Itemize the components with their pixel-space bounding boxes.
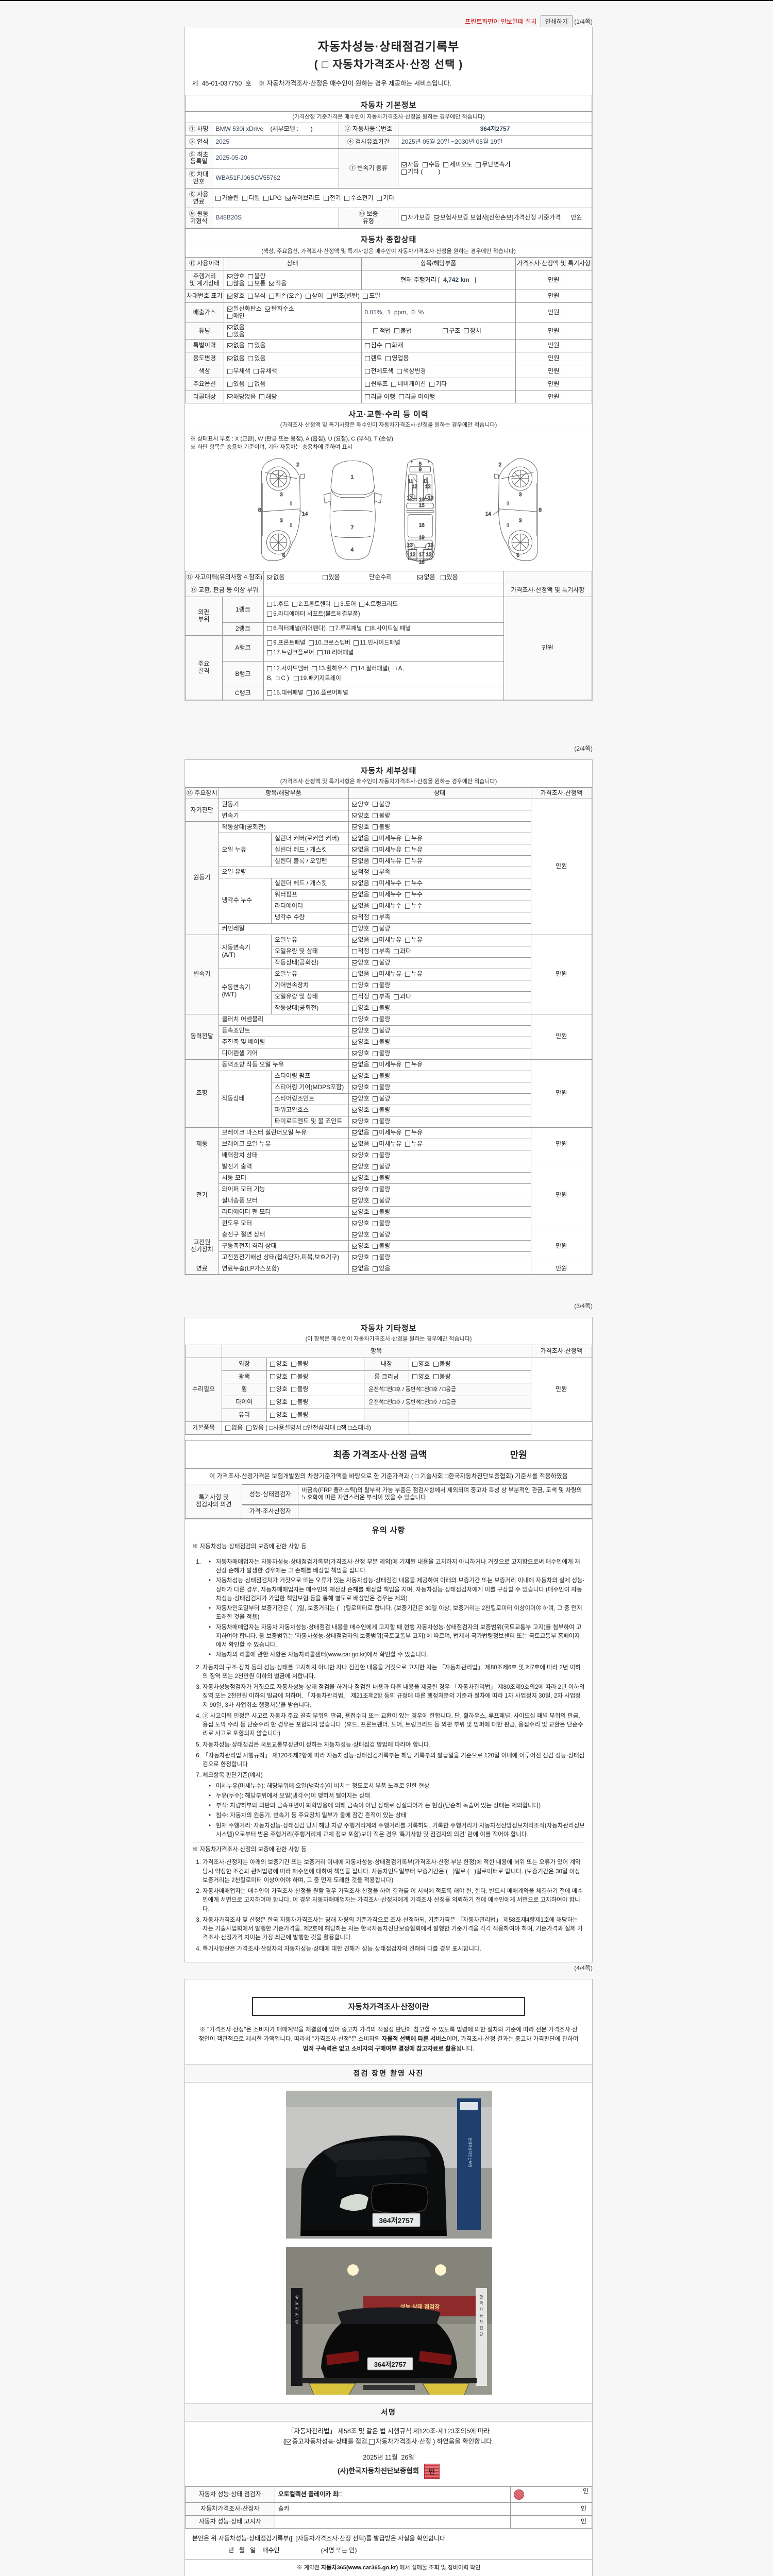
svg-text:점: 점 <box>295 2307 298 2312</box>
svg-text:14: 14 <box>485 512 492 517</box>
svg-text:6: 6 <box>282 553 285 558</box>
svg-text:국: 국 <box>480 2301 483 2306</box>
svg-text:13: 13 <box>428 496 434 501</box>
svg-text:한국자동차진단보증: 한국자동차진단보증 <box>468 2138 473 2168</box>
svg-text:2: 2 <box>499 462 502 468</box>
svg-text:18: 18 <box>419 560 425 565</box>
svg-text:성: 성 <box>295 2295 298 2299</box>
svg-text:2: 2 <box>296 462 299 468</box>
svg-text:7: 7 <box>351 525 354 531</box>
svg-text:능: 능 <box>295 2301 298 2306</box>
svg-text:12: 12 <box>412 484 418 490</box>
svg-text:6: 6 <box>516 553 519 558</box>
svg-text:동: 동 <box>480 2313 483 2318</box>
svg-text:13: 13 <box>407 496 413 501</box>
svg-text:13: 13 <box>407 543 413 548</box>
svg-text:장: 장 <box>295 2319 299 2324</box>
svg-text:12: 12 <box>425 484 431 490</box>
svg-text:12: 12 <box>426 552 432 558</box>
svg-text:10: 10 <box>419 497 425 503</box>
svg-text:19: 19 <box>419 535 425 541</box>
svg-text:17: 17 <box>419 552 425 558</box>
svg-text:364저2757: 364저2757 <box>374 2361 407 2368</box>
svg-text:3: 3 <box>280 492 283 498</box>
svg-text:8: 8 <box>258 507 261 513</box>
svg-text:진: 진 <box>480 2325 483 2330</box>
svg-text:8: 8 <box>539 507 542 513</box>
svg-text:3: 3 <box>519 518 522 524</box>
svg-text:1: 1 <box>351 474 354 480</box>
svg-text:자: 자 <box>480 2307 483 2312</box>
svg-text:13: 13 <box>428 543 434 548</box>
svg-text:15: 15 <box>419 503 425 509</box>
svg-text:14: 14 <box>302 512 308 517</box>
svg-text:364저2757: 364저2757 <box>379 2216 414 2225</box>
svg-text:차: 차 <box>480 2319 483 2324</box>
svg-text:한: 한 <box>480 2295 483 2299</box>
svg-text:3: 3 <box>519 492 522 498</box>
svg-text:3: 3 <box>280 518 283 524</box>
svg-text:5: 5 <box>419 462 422 467</box>
svg-text:16: 16 <box>419 523 425 529</box>
svg-text:검: 검 <box>295 2313 298 2318</box>
svg-text:9: 9 <box>419 467 422 473</box>
svg-text:4: 4 <box>351 547 354 553</box>
svg-text:12: 12 <box>410 552 416 558</box>
svg-text:단: 단 <box>480 2331 483 2336</box>
